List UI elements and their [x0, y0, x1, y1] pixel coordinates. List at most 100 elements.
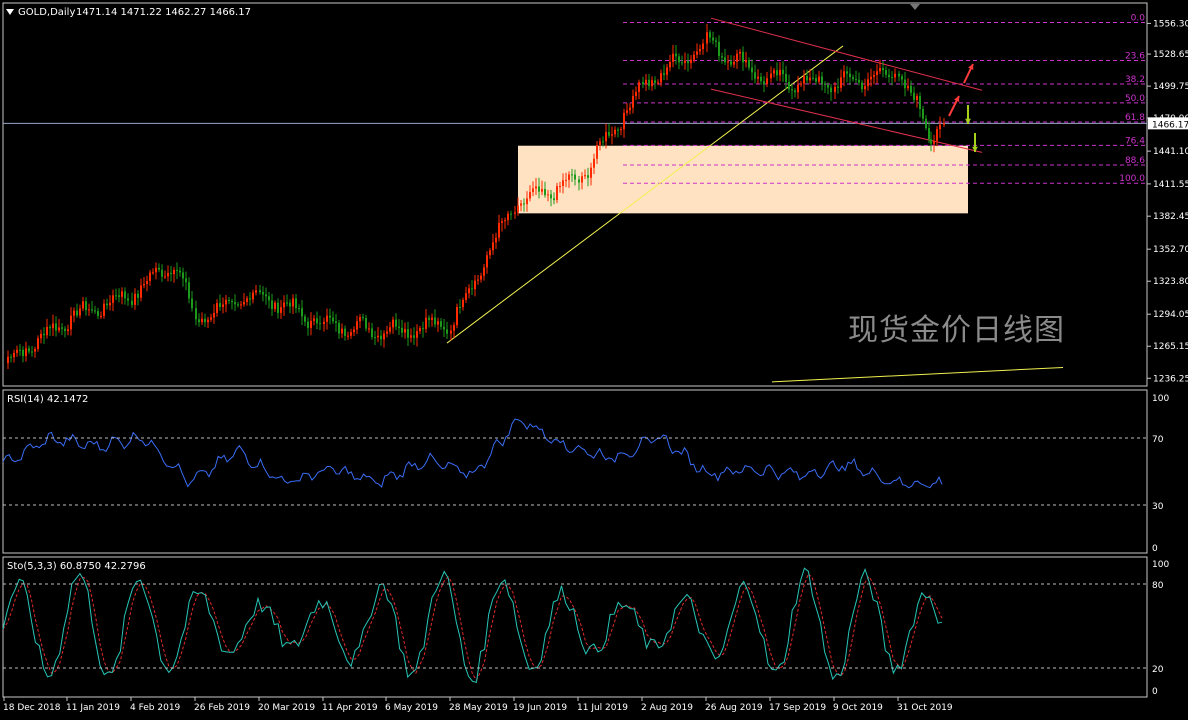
candle-body: [91, 309, 93, 311]
candle-body: [103, 303, 105, 316]
candle-body: [46, 326, 48, 336]
candle-body: [614, 129, 616, 135]
chart-shift-marker[interactable]: [910, 4, 920, 10]
candle-body: [690, 59, 692, 64]
date-tick-label: 31 Oct 2019: [897, 703, 953, 713]
candle-body: [97, 311, 99, 316]
candle-body: [535, 186, 537, 189]
price-tick-label: 1236.25: [1153, 374, 1188, 384]
candle-body: [818, 76, 820, 82]
candle-body: [16, 349, 18, 353]
candle-body: [416, 331, 418, 338]
candle-body: [568, 174, 570, 180]
candle-body: [335, 321, 337, 323]
candle-body: [928, 128, 930, 140]
candle-body: [195, 308, 197, 320]
candle-body: [158, 267, 160, 270]
candle-body: [13, 352, 15, 358]
candle-body: [855, 79, 857, 81]
date-tick-label: 19 Jun 2019: [513, 703, 567, 713]
candle-body: [858, 79, 860, 83]
stoch-level-80-label: 80: [1152, 581, 1164, 591]
candle-body: [492, 242, 494, 251]
candle-body: [76, 310, 78, 316]
candle-body: [498, 222, 500, 238]
candle-body: [939, 124, 941, 130]
candle-body: [431, 317, 433, 320]
candle-body: [645, 79, 647, 85]
candle-body: [173, 269, 175, 275]
candle-body: [574, 174, 576, 180]
candle-body: [547, 194, 549, 196]
symbol-dropdown-icon[interactable]: [6, 9, 14, 15]
candle-body: [191, 298, 193, 309]
candle-body: [916, 96, 918, 100]
candle-body: [164, 276, 166, 278]
candle-body: [541, 188, 543, 192]
candle-body: [882, 68, 884, 71]
candle-body: [341, 328, 343, 334]
candle-body: [898, 73, 900, 77]
candle-body: [660, 73, 662, 83]
candle-body: [329, 315, 331, 318]
candle-body: [198, 319, 200, 323]
candle-body: [350, 332, 352, 336]
date-tick-label: 11 Jul 2019: [577, 703, 628, 713]
candle-body: [79, 308, 81, 316]
candle-body: [377, 335, 379, 338]
candle-body: [413, 335, 415, 338]
candle-body: [161, 269, 163, 277]
candle-body: [477, 279, 479, 281]
candle-body: [891, 76, 893, 78]
candle-body: [812, 77, 814, 79]
candle-body: [371, 328, 373, 338]
candle-body: [933, 140, 935, 144]
arrow-down-2-head: [972, 146, 978, 152]
candle-body: [727, 61, 729, 63]
candle-body: [398, 326, 400, 328]
price-tick-label: 1382.45: [1153, 212, 1188, 222]
candle-body: [28, 348, 30, 352]
candle-body: [663, 73, 665, 75]
candle-body: [255, 290, 257, 293]
date-tick-label: 6 May 2019: [385, 703, 438, 713]
candle-body: [718, 41, 720, 57]
candle-body: [638, 82, 640, 92]
candle-body: [486, 255, 488, 268]
current-price-tag: [1148, 117, 1188, 130]
candle-body: [450, 330, 452, 334]
candle-body: [61, 327, 63, 329]
candle-body: [140, 285, 142, 298]
candle-body: [672, 53, 674, 62]
candle-body: [152, 272, 154, 274]
candle-body: [274, 302, 276, 309]
chart-watermark: 现货金价日线图: [848, 313, 1065, 348]
rsi-panel-frame: [2, 389, 1148, 554]
candle-body: [754, 72, 756, 79]
candle-body: [770, 73, 772, 79]
candle-body: [310, 320, 312, 328]
candle-body: [243, 301, 245, 305]
date-tick-label: 20 Mar 2019: [258, 703, 315, 713]
candle-body: [222, 304, 224, 307]
candle-body: [395, 319, 397, 327]
candle-body: [225, 299, 227, 305]
candle-body: [894, 73, 896, 78]
candle-body: [462, 299, 464, 308]
price-tick-label: 1499.75: [1153, 82, 1188, 92]
candle-body: [356, 321, 358, 330]
candle-body: [587, 175, 589, 178]
candle-body: [930, 139, 932, 144]
candle-body: [446, 329, 448, 334]
candle-body: [37, 338, 39, 350]
candle-body: [407, 329, 409, 338]
candle-body: [404, 329, 406, 333]
candle-body: [648, 79, 650, 87]
candle-body: [712, 37, 714, 41]
candle-body: [483, 267, 485, 276]
candle-body: [422, 328, 424, 330]
candle-body: [736, 53, 738, 62]
candle-body: [332, 317, 334, 322]
candle-body: [748, 59, 750, 68]
candle-body: [100, 315, 102, 317]
